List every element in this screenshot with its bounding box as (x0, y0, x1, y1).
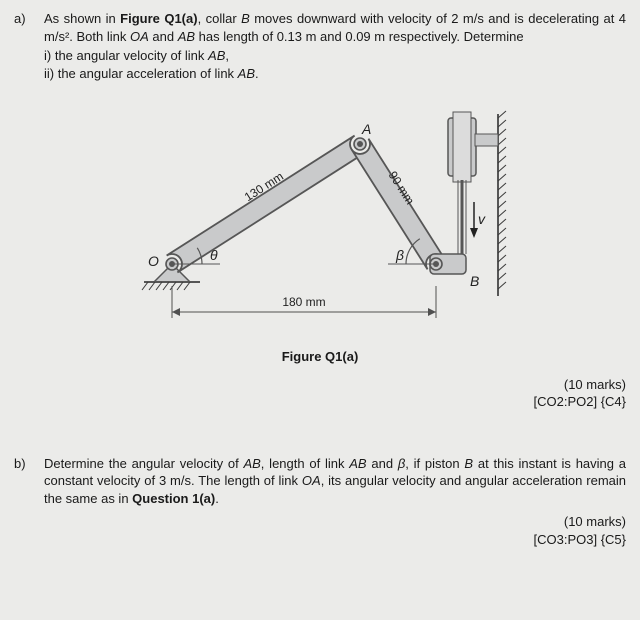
figure-caption: Figure Q1(a) (14, 348, 626, 366)
part-b-marks-block: (10 marks) [CO3:PO3] {C5} (44, 513, 626, 548)
v: B (464, 456, 473, 471)
t: has length of 0.13 m and 0.09 m respecti… (195, 29, 524, 44)
mechanism-diagram: OABθβv130 mm90 mm180 mm (100, 96, 540, 344)
t: and (367, 456, 398, 471)
figref: Figure Q1(a) (120, 11, 197, 26)
part-a-marks: (10 marks) (14, 376, 626, 394)
part-a-co: [CO2:PO2] {C4} (14, 393, 626, 411)
v: AB (208, 48, 225, 63)
svg-text:O: O (148, 253, 159, 269)
part-a: a) As shown in Figure Q1(a), collar B mo… (14, 10, 626, 82)
t: ii) the angular acceleration of link (44, 66, 238, 81)
svg-text:A: A (361, 121, 371, 137)
t: . (215, 491, 219, 506)
t: , collar (198, 11, 242, 26)
part-a-text: As shown in Figure Q1(a), collar B moves… (44, 10, 626, 45)
figure-area: OABθβv130 mm90 mm180 mm Figure Q1(a) (14, 96, 626, 366)
v: AB (238, 66, 255, 81)
part-b-label: b) (14, 455, 44, 549)
part-b-marks: (10 marks) (44, 513, 626, 531)
part-b: b) Determine the angular velocity of AB,… (14, 455, 626, 549)
t: , (225, 48, 229, 63)
part-a-marks-block: (10 marks) [CO2:PO2] {C4} (14, 376, 626, 411)
v: OA (130, 29, 149, 44)
item-i: i) the angular velocity of link AB, (44, 47, 626, 65)
part-a-content: As shown in Figure Q1(a), collar B moves… (44, 10, 626, 82)
svg-text:θ: θ (210, 247, 218, 263)
t: , length of link (261, 456, 349, 471)
svg-text:B: B (470, 273, 479, 289)
t: and (149, 29, 178, 44)
part-b-co: [CO3:PO3] {C5} (44, 531, 626, 549)
svg-text:β: β (395, 247, 404, 263)
spacer (14, 411, 626, 455)
t: , if piston (405, 456, 464, 471)
v: B (241, 11, 250, 26)
part-b-content: Determine the angular velocity of AB, le… (44, 455, 626, 549)
t: Determine the angular velocity of (44, 456, 243, 471)
svg-text:180 mm: 180 mm (282, 295, 325, 309)
part-b-text: Determine the angular velocity of AB, le… (44, 455, 626, 508)
v: AB (349, 456, 366, 471)
t: As shown in (44, 11, 120, 26)
qref: Question 1(a) (132, 491, 215, 506)
t: . (255, 66, 259, 81)
t: i) the angular velocity of link (44, 48, 208, 63)
v: AB (243, 456, 260, 471)
part-a-sublist: i) the angular velocity of link AB, ii) … (44, 47, 626, 82)
v: OA (302, 473, 321, 488)
part-a-label: a) (14, 10, 44, 82)
v: AB (178, 29, 195, 44)
item-ii: ii) the angular acceleration of link AB. (44, 65, 626, 83)
svg-text:v: v (478, 211, 486, 227)
